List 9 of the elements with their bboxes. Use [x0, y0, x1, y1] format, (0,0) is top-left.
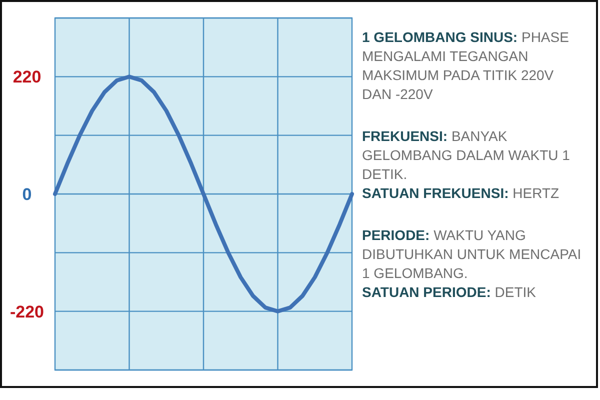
text: SATUAN FREKUENSI: HERTZ	[362, 185, 560, 201]
text: FREKUENSI: BANYAK GELOMBANG DALAM WAKTU 1 DETIK.	[362, 128, 570, 182]
y-tick-label: -220	[10, 302, 44, 322]
text: 1 GELOMBANG SINUS: PHASE MENGALAMI TEGANGAN MAKSIMUM PADA TITIK 220V DAN -220V	[362, 29, 569, 102]
text: SATUAN PERIODE: DETIK	[362, 284, 537, 300]
y-tick-label: 220	[12, 68, 42, 87]
line-series	[53, 74, 354, 314]
y-tick-label: 0	[22, 185, 32, 204]
text: PERIODE: WAKTU YANG DIBUTUHKAN UNTUK MENCAPAI 1 GELOMBANG.	[362, 227, 582, 281]
